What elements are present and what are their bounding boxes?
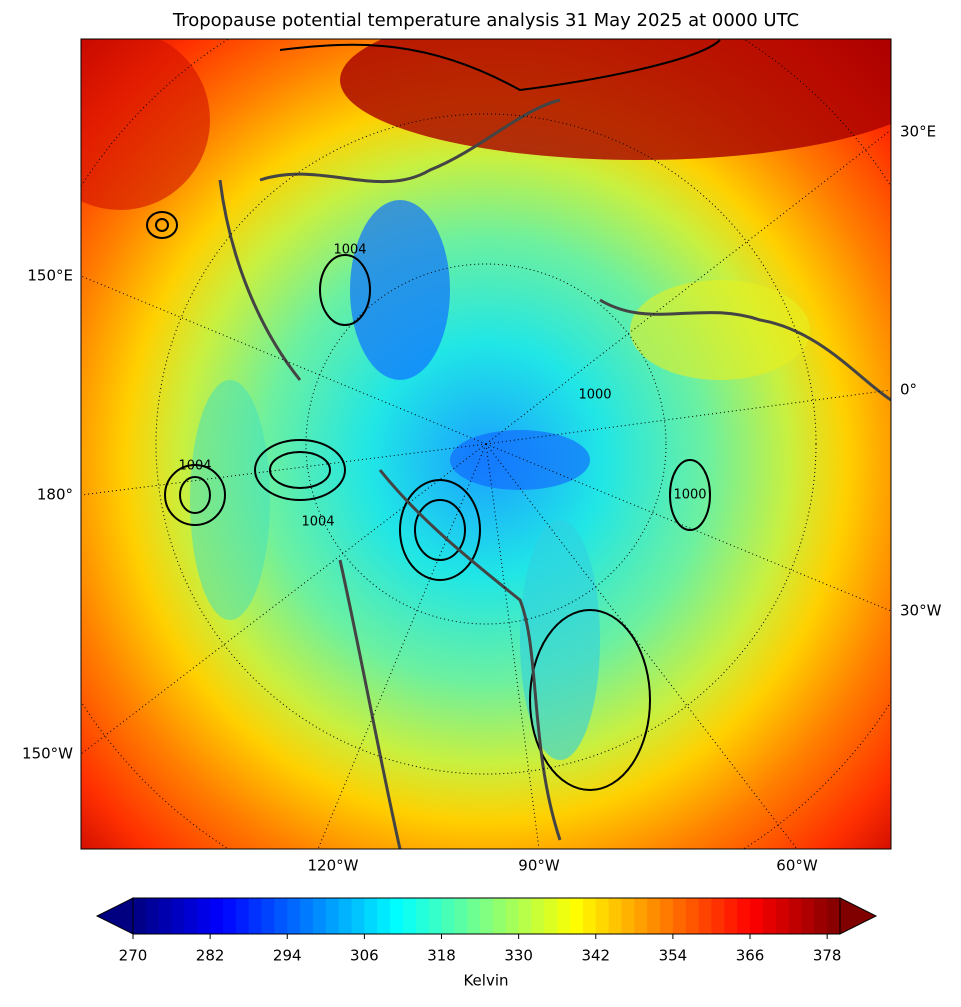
colorbar-segment — [775, 898, 790, 934]
colorbar-segment — [390, 898, 404, 934]
colorbar-segment — [557, 898, 571, 934]
colorbar-tick-label: 366 — [736, 947, 765, 965]
longitude-label: 120°W — [308, 857, 359, 875]
longitude-label: 0° — [900, 381, 917, 399]
colorbar-segment — [222, 898, 237, 934]
colorbar-tick-label: 330 — [504, 947, 533, 965]
title: Tropopause potential temperature analysi… — [172, 10, 799, 31]
colorbar-segment — [531, 898, 545, 934]
colorbar-tick-label: 282 — [196, 947, 225, 965]
longitude-label: 30°E — [900, 123, 936, 141]
colorbar-segment — [402, 898, 417, 934]
colorbar-segment — [544, 898, 558, 934]
colorbar-segment — [827, 898, 841, 934]
colorbar-segment — [608, 898, 622, 934]
colorbar-segment — [184, 898, 198, 934]
colorbar-segment — [724, 898, 738, 934]
colorbar-segment — [480, 898, 494, 934]
contour-label: 1000 — [673, 488, 706, 503]
colorbar-segment — [672, 898, 687, 934]
colorbar-segment — [325, 898, 340, 934]
colorbar-segment — [621, 898, 635, 934]
colorbar-segment — [698, 898, 712, 934]
cold-region — [350, 200, 450, 380]
graticule — [81, 39, 891, 849]
colorbar-segment — [801, 898, 815, 934]
pressure-contours — [146, 39, 721, 791]
colorbar-frame — [132, 897, 841, 935]
colorbar-segment — [261, 898, 275, 934]
colorbar-segment — [210, 898, 224, 934]
colorbar-segment — [814, 898, 828, 934]
colorbar-label: Kelvin — [463, 972, 508, 990]
colorbar-segment — [750, 898, 764, 934]
colorbar-segment — [454, 898, 468, 934]
colorbar-tick-label: 306 — [350, 947, 379, 965]
contour-label: 1004 — [178, 459, 211, 474]
colorbar-segment — [634, 898, 648, 934]
colorbar-segment — [364, 898, 378, 934]
colorbar-segment — [338, 898, 353, 934]
colorbar-segment — [312, 898, 327, 934]
map-frame — [80, 38, 892, 850]
colorbar-segment — [133, 898, 147, 934]
colorbar-segment — [235, 898, 250, 934]
longitude-label: 150°W — [22, 745, 73, 763]
colorbar-segment — [351, 898, 365, 934]
warm-region — [630, 280, 810, 380]
longitude-label: 90°W — [518, 857, 560, 875]
colorbar-segment — [788, 898, 802, 934]
warm-region — [81, 39, 210, 210]
colorbar-segment — [287, 898, 301, 934]
colorbar-segment — [248, 898, 263, 934]
colorbar-tick-label: 378 — [813, 947, 842, 965]
cold-region — [520, 520, 600, 760]
colorbar-segment — [428, 898, 443, 934]
colorbar-tick-label: 342 — [581, 947, 610, 965]
colorbar-segment — [300, 898, 314, 934]
colorbar-segment — [685, 898, 700, 934]
colorbar-segment — [595, 898, 610, 934]
longitude-label: 150°E — [27, 267, 73, 285]
colorbar-segment — [505, 898, 520, 934]
colorbar-segment — [171, 898, 185, 934]
colorbar-segment — [441, 898, 455, 934]
colorbar-segment — [660, 898, 674, 934]
colorbar-segment — [762, 898, 777, 934]
colorbar-tick-label: 270 — [119, 947, 148, 965]
colorbar-tick-label: 294 — [273, 947, 302, 965]
colorbar-segment — [467, 898, 481, 934]
colorbar-segment — [582, 898, 597, 934]
colorbar-segment — [415, 898, 430, 934]
colorbar-extend-low — [95, 897, 134, 935]
colorbar-segment — [377, 898, 391, 934]
colorbar-segment — [158, 898, 173, 934]
cool-band — [190, 380, 270, 620]
colorbar-segment — [711, 898, 725, 934]
colorbar-segment — [197, 898, 211, 934]
colorbar-segment — [570, 898, 584, 934]
colorbar-segment — [647, 898, 661, 934]
colorbar-tick-label: 354 — [659, 947, 688, 965]
longitude-label: 60°W — [776, 857, 818, 875]
contour-label: 1000 — [578, 388, 611, 403]
colorbar-segment — [737, 898, 751, 934]
map: 1004 1004 1004 1000 1000 — [81, 39, 891, 849]
longitude-label: 180° — [37, 486, 73, 504]
contour-label: 1004 — [333, 243, 366, 258]
colorbar-extend-high — [839, 897, 878, 935]
colorbar-segment — [274, 898, 288, 934]
colorbar-tick-label: 318 — [427, 947, 456, 965]
colorbar-segment — [492, 898, 507, 934]
cold-region — [450, 430, 590, 490]
contour-label: 1004 — [301, 515, 334, 530]
colorbar-segment — [518, 898, 532, 934]
colorbar-segment — [145, 898, 160, 934]
longitude-label: 30°W — [900, 602, 942, 620]
